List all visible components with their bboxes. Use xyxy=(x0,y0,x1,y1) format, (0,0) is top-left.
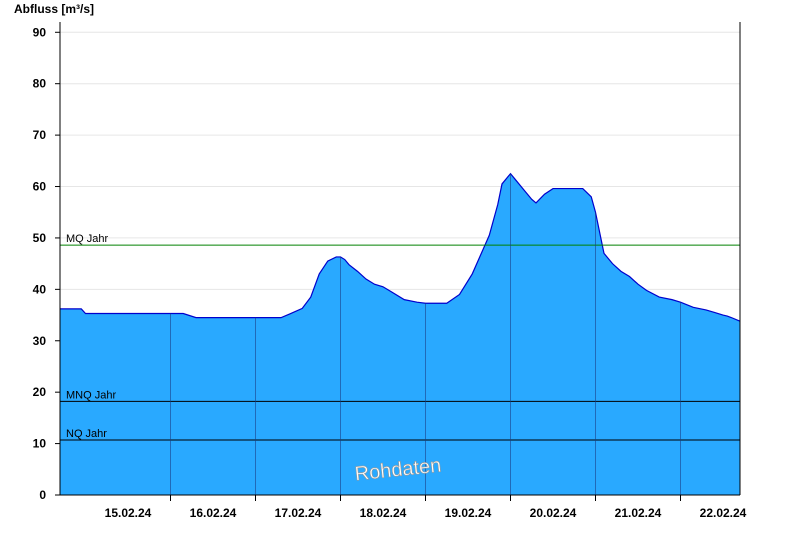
discharge-area-fill xyxy=(60,173,740,496)
y-tick-label: 50 xyxy=(33,231,47,245)
day-separator-lines xyxy=(170,173,681,495)
y-tick-label: 60 xyxy=(33,180,47,194)
mq-jahr-label: MQ Jahr xyxy=(66,233,109,245)
x-tick-label: 20.02.24 xyxy=(530,506,577,520)
y-tick-label: 70 xyxy=(33,128,47,142)
y-tick-label: 40 xyxy=(33,282,47,296)
reference-lines: MQ Jahr MNQ Jahr NQ Jahr xyxy=(60,233,740,441)
mnq-jahr-label: MNQ Jahr xyxy=(66,389,116,401)
y-tick-label: 80 xyxy=(33,77,47,91)
y-tick-label: 30 xyxy=(33,334,47,348)
x-tick-label: 16.02.24 xyxy=(190,506,237,520)
x-tick-label: 17.02.24 xyxy=(275,506,322,520)
x-tick-labels: 15.02.24 16.02.24 17.02.24 18.02.24 19.02.24… xyxy=(105,506,747,520)
x-tick-label: 21.02.24 xyxy=(615,506,662,520)
nq-jahr-label: NQ Jahr xyxy=(66,428,107,440)
x-tick-label: 22.02.24 xyxy=(700,506,747,520)
axes xyxy=(55,22,741,501)
y-axis-label: Abfluss [m³/s] xyxy=(14,2,94,16)
discharge-area-series xyxy=(60,172,741,496)
x-tick-label: 15.02.24 xyxy=(105,506,152,520)
y-tick-label: 0 xyxy=(39,488,46,502)
discharge-line xyxy=(60,172,741,322)
x-tick-label: 18.02.24 xyxy=(360,506,407,520)
y-tick-labels: 0 10 20 30 40 50 60 70 80 90 xyxy=(33,25,47,502)
x-tick-label: 19.02.24 xyxy=(445,506,492,520)
y-tick-label: 90 xyxy=(33,25,47,39)
y-tick-label: 20 xyxy=(33,385,47,399)
y-tick-label: 10 xyxy=(33,437,47,451)
